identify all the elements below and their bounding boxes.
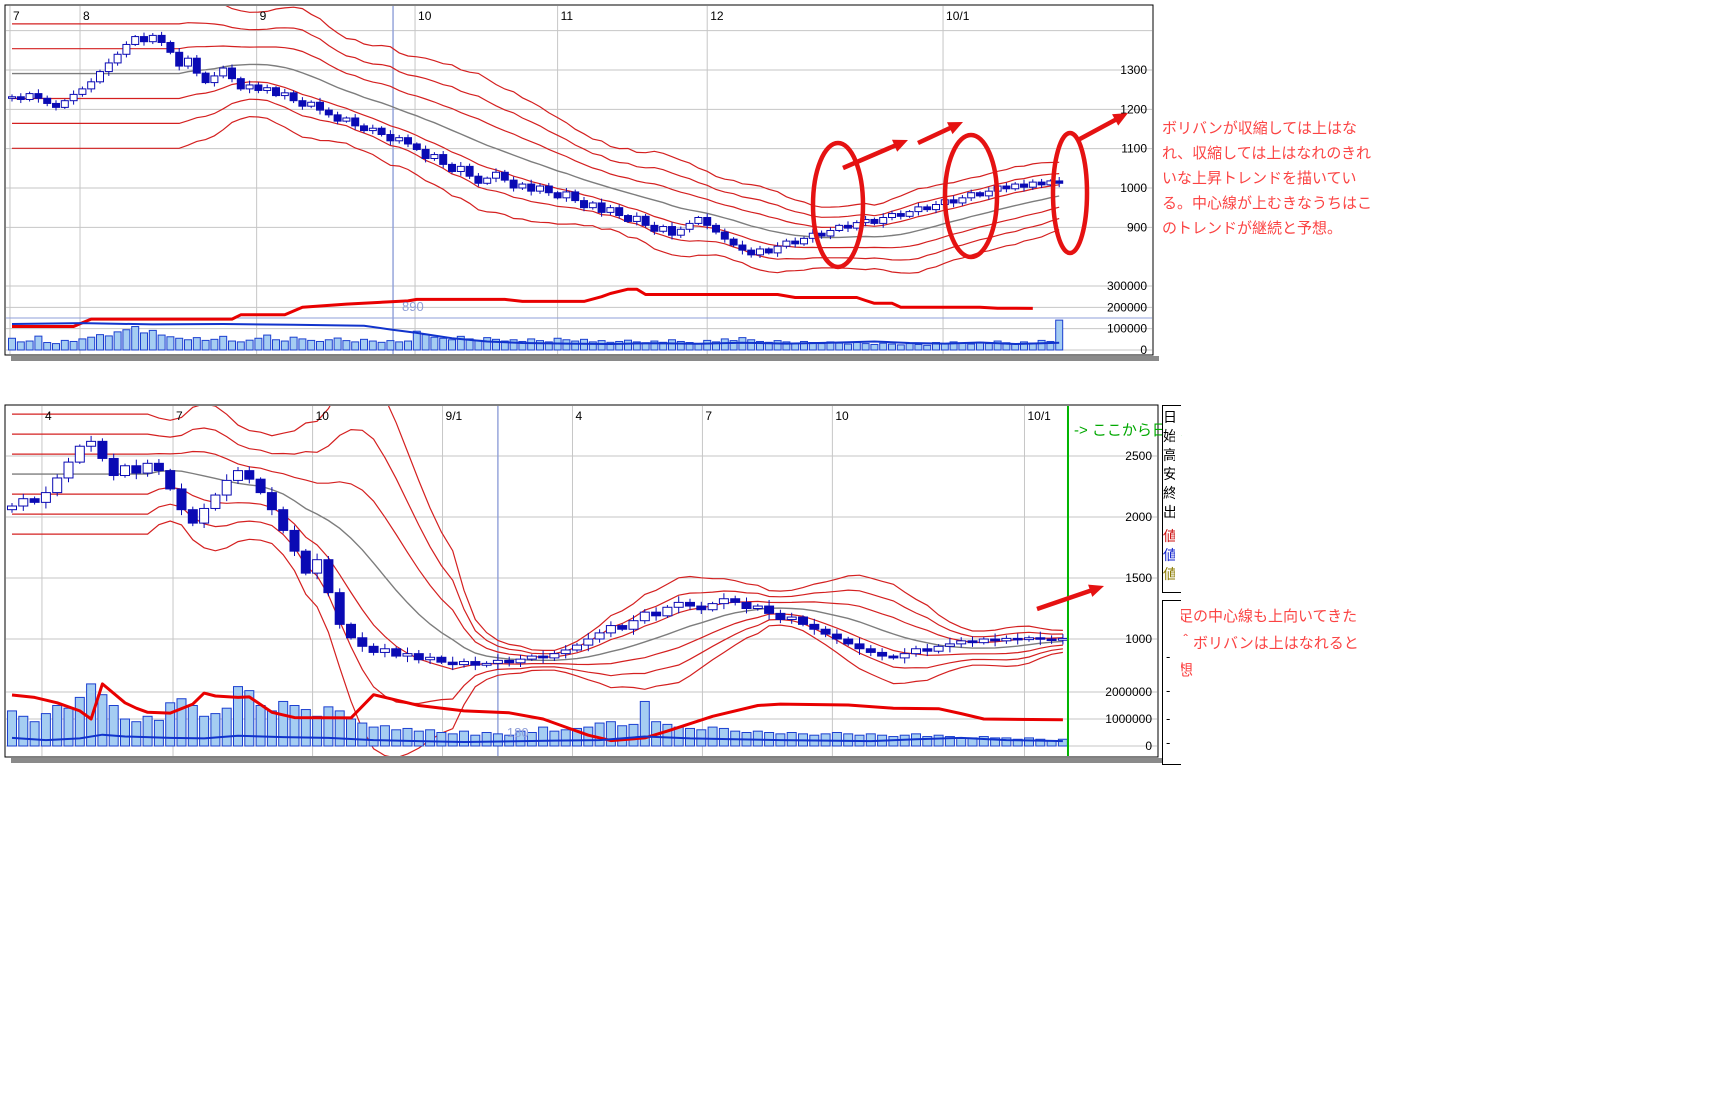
candles <box>7 435 1068 671</box>
comment-line: ボリバンが収縮しては上はな <box>1162 120 1358 137</box>
panel-glyph: 始 <box>1163 428 1175 444</box>
plot-area <box>6 406 1157 756</box>
svg-text:2500: 2500 <box>1125 449 1152 463</box>
bottom-chart-comment: 週足の中心線も上向いてきた ＾＾ボリバンは上はなれると 予想 <box>1163 603 1359 684</box>
svg-text:180: 180 <box>507 725 529 740</box>
svg-text:8: 8 <box>83 9 90 23</box>
comment-line: のトレンドが継続と予想。 <box>1162 220 1343 237</box>
plot-area <box>6 6 1152 354</box>
svg-text:200000: 200000 <box>1107 300 1147 314</box>
info-panel-fragment-top: 日 始 高 安 終 出 値 値 値 <box>1162 405 1181 593</box>
svg-text:9/1: 9/1 <box>446 409 463 423</box>
svg-text:2000000: 2000000 <box>1105 685 1152 699</box>
panel-glyph-red: 値 <box>1163 528 1175 544</box>
svg-text:4: 4 <box>45 409 52 423</box>
svg-text:1000: 1000 <box>1125 632 1152 646</box>
hand-drawn-annotations <box>810 113 1128 612</box>
volume-bars <box>7 683 1068 747</box>
panel-glyph: 日 <box>1163 409 1175 425</box>
panel-dash: - <box>1166 683 1171 698</box>
svg-text:10/1: 10/1 <box>1027 409 1051 423</box>
svg-text:10/1: 10/1 <box>946 9 970 23</box>
panel-glyph: 出 <box>1163 504 1175 520</box>
svg-text:1000: 1000 <box>1120 181 1147 195</box>
svg-text:1000000: 1000000 <box>1105 712 1152 726</box>
comment-line: る。中心線が上むきなうちはこ <box>1162 195 1373 212</box>
svg-text:0: 0 <box>1140 343 1147 357</box>
svg-text:7: 7 <box>705 409 712 423</box>
comment-line: ＾＾ボリバンは上はなれると <box>1163 635 1359 652</box>
svg-text:900: 900 <box>1127 220 1147 234</box>
comment-line: いな上昇トレンドを描いてい <box>1162 170 1357 187</box>
chart-daily: 890 7 8 9 10 11 12 10/1 1300 1200 1100 1000 900 30000… <box>4 4 1159 361</box>
svg-text:1200: 1200 <box>1120 102 1147 116</box>
top-chart-comment: ボリバンが収縮しては上はな れ、収縮しては上はなれのきれ いな上昇トレンドを描い… <box>1162 116 1372 241</box>
svg-text:11: 11 <box>561 9 574 23</box>
svg-text:1100: 1100 <box>1121 142 1147 156</box>
panel-dash: - <box>1166 649 1171 664</box>
daily-start-note: -> ここから日足 <box>1074 422 1182 439</box>
svg-text:10: 10 <box>418 9 432 23</box>
svg-text:890: 890 <box>402 299 424 314</box>
info-panel-fragment-bottom: - - - - <box>1162 600 1181 765</box>
svg-text:4: 4 <box>575 409 582 423</box>
svg-text:10: 10 <box>316 409 330 423</box>
comment-line: れ、収縮しては上はなれのきれ <box>1162 145 1371 162</box>
svg-text:2000: 2000 <box>1125 510 1152 524</box>
panel-glyph-blue: 値 <box>1163 547 1175 563</box>
svg-text:7: 7 <box>176 409 183 423</box>
svg-text:1500: 1500 <box>1125 571 1152 585</box>
comment-line: 週足の中心線も上向いてきた <box>1163 608 1358 625</box>
svg-text:12: 12 <box>710 9 724 23</box>
svg-text:0: 0 <box>1145 739 1152 753</box>
svg-text:100000: 100000 <box>1107 322 1147 336</box>
chart-weekly: 180 4 7 10 9/1 4 7 10 10/1 2500 2000 1500 1000 200000… <box>4 404 1164 763</box>
panel-glyph: 終 <box>1163 485 1175 501</box>
panel-glyph: 高 <box>1163 447 1175 463</box>
svg-text:7: 7 <box>13 9 20 23</box>
svg-text:1300: 1300 <box>1120 63 1147 77</box>
svg-text:9: 9 <box>260 9 267 23</box>
panel-glyph-olive: 値 <box>1163 566 1175 582</box>
panel-dash: - <box>1166 735 1171 750</box>
svg-text:300000: 300000 <box>1107 279 1147 293</box>
panel-glyph: 安 <box>1163 466 1175 482</box>
comment-line: 予想 <box>1163 657 1359 684</box>
panel-dash: - <box>1166 711 1171 726</box>
svg-text:10: 10 <box>835 409 849 423</box>
